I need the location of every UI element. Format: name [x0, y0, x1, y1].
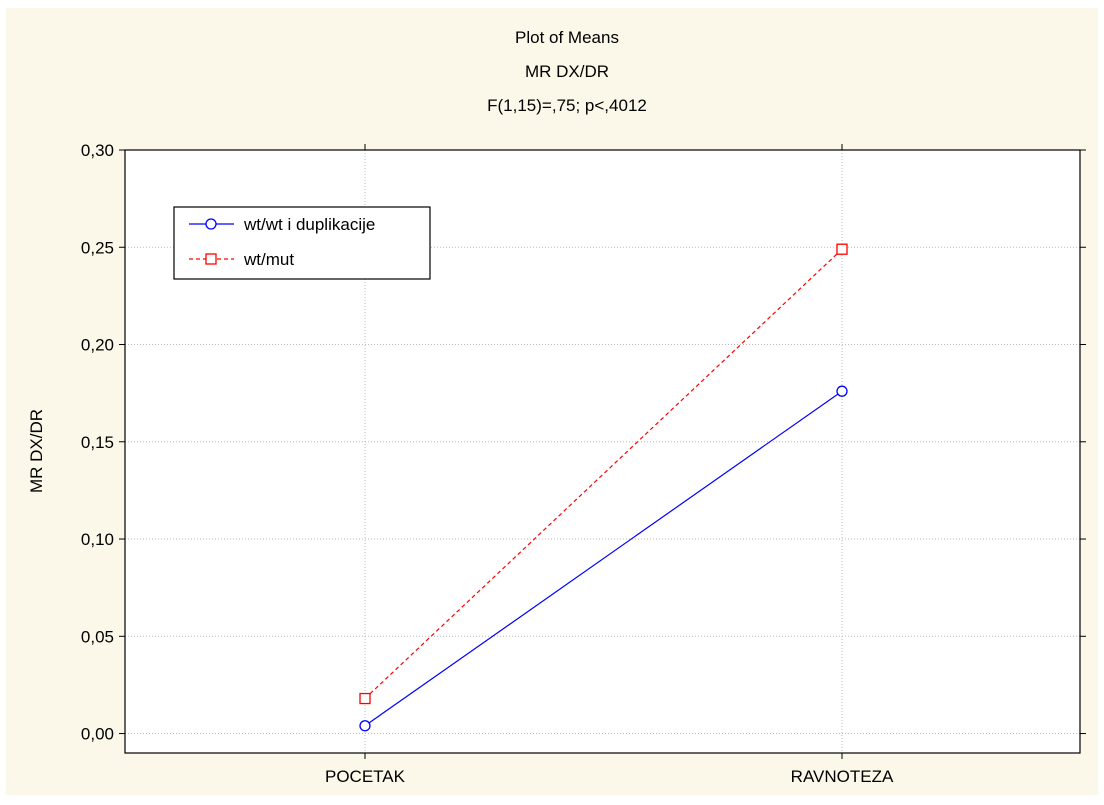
y-tick-label: 0,25 — [81, 238, 114, 257]
chart-subtitle: MR DX/DR — [525, 62, 609, 81]
legend-marker — [205, 253, 217, 265]
plot-frame — [124, 149, 1081, 754]
data-point — [836, 385, 848, 397]
legend-items: wt/wt i duplikacije wt/mut — [189, 215, 375, 269]
legend-marker — [205, 218, 217, 230]
legend-label: wt/wt i duplikacije — [243, 215, 375, 234]
data-point — [836, 243, 848, 255]
y-tick-label: 0,00 — [81, 725, 114, 744]
data-series — [359, 243, 848, 732]
legend-box — [173, 206, 431, 280]
y-tick-label: 0,30 — [81, 141, 114, 160]
y-tick-label: 0,05 — [81, 627, 114, 646]
data-point — [359, 720, 371, 732]
tick-labels: 0,00 0,05 0,10 0,15 0,20 0,25 0,30 POCETAK RAVNO… — [81, 141, 894, 786]
series-line — [364, 248, 843, 699]
legend-label: wt/mut — [243, 250, 294, 269]
y-tick-label: 0,15 — [81, 433, 114, 452]
y-tick-label: 0,20 — [81, 336, 114, 355]
legend: wt/wt i duplikacije wt/mut — [173, 206, 431, 280]
x-tick-label: POCETAK — [325, 767, 406, 786]
x-tick-label: RAVNOTEZA — [791, 767, 894, 786]
data-point — [359, 692, 371, 705]
series-line — [364, 390, 843, 727]
chart-stats: F(1,15)=,75; p<,4012 — [487, 96, 647, 115]
axes — [119, 144, 1086, 759]
chart-title: Plot of Means — [515, 28, 619, 47]
y-axis-label: MR DX/DR — [27, 409, 46, 493]
y-tick-label: 0,10 — [81, 530, 114, 549]
